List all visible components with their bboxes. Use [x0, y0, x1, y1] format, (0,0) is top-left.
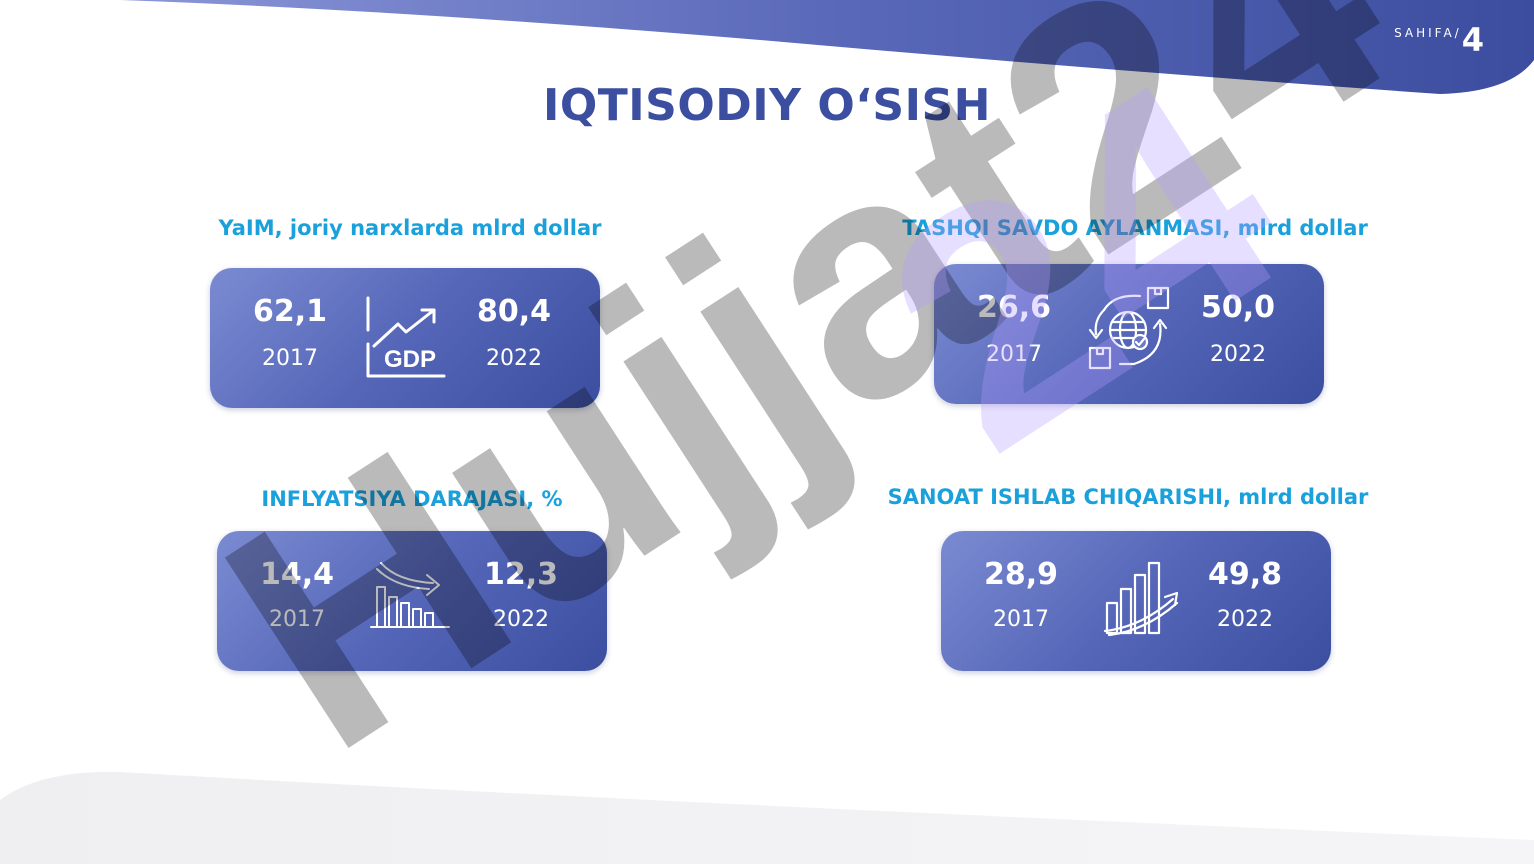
card-gdp: 62,1 2017 GDP 80,4 2022 [210, 268, 600, 408]
bottom-wave [0, 771, 1534, 864]
year-2022: 2022 [493, 607, 549, 632]
value-2022: 50,0 [1200, 290, 1276, 325]
card-caption-gdp: YaIM, joriy narxlarda mlrd dollar [218, 216, 602, 240]
global-trade-icon [1088, 286, 1170, 370]
page-number: SAHIFA/ 4 [1394, 22, 1484, 58]
value-2022: 12,3 [483, 557, 559, 592]
page-label: SAHIFA/ [1394, 26, 1462, 40]
year-2022: 2022 [1217, 607, 1273, 632]
card-caption-industry: SANOAT ISHLAB CHIQARISHI, mlrd dollar [887, 485, 1369, 509]
gdp-growth-icon: GDP [366, 296, 446, 378]
page-number-value: 4 [1461, 21, 1484, 59]
value-2017: 26,6 [976, 290, 1052, 325]
value-2017: 62,1 [252, 294, 328, 329]
card-trade: 26,6 2017 50,0 2022 [934, 264, 1324, 404]
year-2017: 2017 [993, 607, 1049, 632]
value-2017: 14,4 [259, 557, 335, 592]
page-title: IQTISODIY O‘SISH [542, 80, 992, 131]
card-caption-trade: TASHQI SAVDO AYLANMASI, mlrd dollar [902, 216, 1368, 240]
value-2017: 28,9 [983, 557, 1059, 592]
year-2017: 2017 [986, 342, 1042, 367]
year-2022: 2022 [486, 346, 542, 371]
declining-chart-icon [370, 562, 450, 628]
year-2017: 2017 [269, 607, 325, 632]
rising-chart-icon [1103, 561, 1179, 637]
year-2022: 2022 [1210, 342, 1266, 367]
card-industry: 28,9 2017 49,8 2022 [941, 531, 1331, 671]
value-2022: 80,4 [476, 294, 552, 329]
card-inflation: 14,4 2017 12,3 2022 [217, 531, 607, 671]
gdp-icon-text: GDP [384, 346, 436, 373]
card-caption-inflation: INFLYATSIYA DARAJASI, % [261, 487, 563, 511]
year-2017: 2017 [262, 346, 318, 371]
value-2022: 49,8 [1207, 557, 1283, 592]
